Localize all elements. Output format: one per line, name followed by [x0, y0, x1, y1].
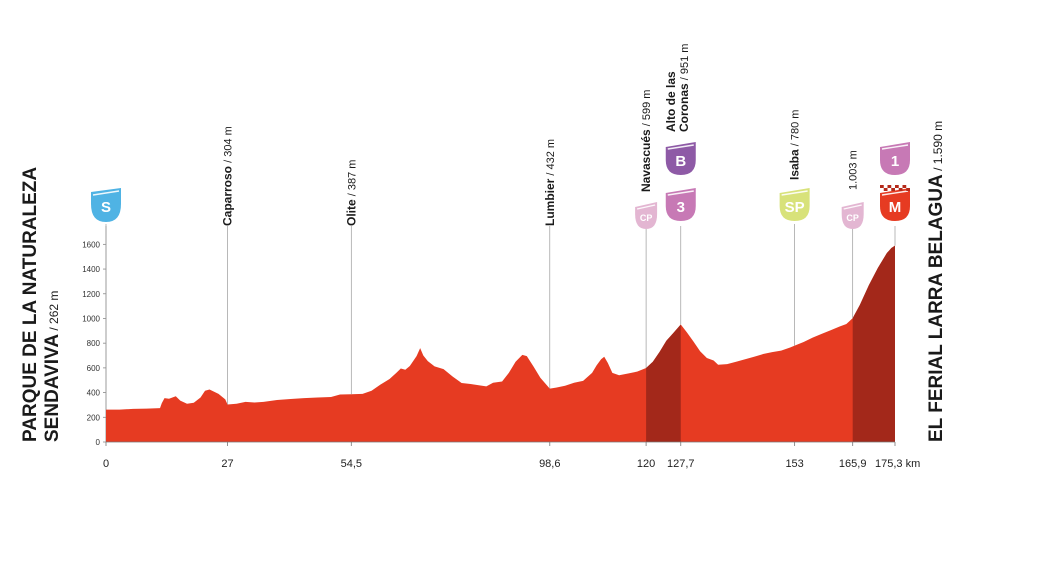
x-tick-label: 175,3 km — [875, 458, 920, 470]
sprint-badge: SP — [779, 188, 810, 221]
waypoint-name: Navascués — [639, 129, 653, 192]
profile-area — [106, 245, 895, 442]
badge-stripe — [881, 144, 909, 150]
badge-label: CP — [640, 213, 653, 223]
finish-check — [891, 188, 895, 191]
elevation-area — [106, 245, 895, 443]
badge-stripe — [843, 204, 862, 210]
badge-stripe — [667, 144, 694, 150]
waypoint-label: Alto de lasCoronas / 951 m — [664, 44, 691, 132]
badge-shape — [880, 142, 910, 175]
waypoint-guides — [105, 224, 896, 410]
badge-shape — [665, 142, 696, 175]
start-altitude: / 262 m — [47, 291, 61, 334]
y-tick-label: 400 — [87, 389, 101, 398]
badge-shape — [779, 188, 810, 221]
y-tick-label: 1400 — [82, 265, 100, 274]
waypoint-label: Caparroso / 304 m — [221, 126, 235, 226]
finish-check — [906, 188, 910, 191]
y-tick-label: 1200 — [82, 290, 100, 299]
y-axis: 0 200 400 600 800 1000 1200 1400 1600 — [82, 226, 107, 447]
finish-altitude: / 1.590 m — [931, 121, 945, 174]
x-tick-label: 127,7 — [667, 458, 695, 470]
y-tick-label: 1000 — [82, 314, 100, 323]
waypoint-name: Lumbier — [543, 178, 557, 226]
cp-badge: CP — [841, 202, 864, 229]
start-label: PARQUE DE LA NATURALEZASENDAVIVA / 262 m — [20, 167, 63, 442]
waypoint-name-line2: Coronas — [677, 83, 691, 132]
y-tick-label: 200 — [87, 413, 101, 422]
bonus-badge: B — [665, 142, 696, 175]
waypoint-badges: S CP 3 B SP CP M 1 — [91, 142, 910, 229]
badge-label: M — [889, 199, 902, 216]
badge-stripe — [781, 190, 808, 196]
waypoint-altitude: / 304 m — [223, 126, 235, 166]
badge-label: B — [675, 153, 686, 170]
waypoint-name: Isaba — [788, 149, 802, 180]
finish-name: EL FERIAL LARRA BELAGUA — [926, 174, 947, 442]
badge-label: SP — [785, 199, 805, 216]
badge-label: S — [101, 199, 111, 216]
start-badge: S — [91, 188, 121, 222]
x-tick-label: 27 — [221, 458, 233, 470]
badge-shape — [91, 188, 121, 222]
waypoint-altitude: / 951 m — [679, 44, 691, 84]
waypoint-name: Olite — [344, 199, 358, 226]
y-tick-label: 0 — [96, 438, 101, 447]
waypoint-label: 1.003 m — [848, 150, 860, 190]
badge-stripe — [667, 190, 694, 196]
climb-badge: 3 — [665, 188, 696, 221]
waypoint-altitude: / 599 m — [641, 90, 653, 130]
x-axis: 0 27 54,5 98,6 120 127,7 153 165,9 175,3 km — [103, 442, 920, 470]
badge-label: 3 — [677, 199, 685, 216]
badge-shape — [880, 188, 910, 221]
waypoint-label: Isaba / 780 m — [788, 110, 802, 180]
x-tick-label: 165,9 — [839, 458, 867, 470]
finish-badge: M — [880, 185, 910, 221]
badge-label: CP — [846, 213, 859, 223]
waypoint-label: Olite / 387 m — [344, 160, 358, 226]
badge-label: 1 — [891, 153, 899, 170]
finish-check — [883, 188, 888, 191]
waypoint-label: Lumbier / 432 m — [543, 139, 557, 226]
badge-stripe — [881, 190, 909, 196]
x-tick-label: 54,5 — [341, 458, 362, 470]
waypoint-name: Caparroso — [221, 166, 235, 226]
waypoint-altitude: 1.003 m — [848, 150, 860, 190]
waypoint-labels: Caparroso / 304 m Olite / 387 m Lumbier / … — [221, 44, 860, 226]
waypoint-name-line1: Alto de las — [664, 71, 678, 132]
finish-check — [902, 185, 907, 188]
finish-label: EL FERIAL LARRA BELAGUA / 1.590 m — [926, 121, 947, 442]
y-tick-label: 600 — [87, 364, 101, 373]
finish-check — [887, 185, 892, 188]
waypoint-altitude: / 387 m — [346, 160, 358, 200]
waypoint-altitude: / 432 m — [545, 139, 557, 179]
climb-badge: 1 — [880, 142, 910, 175]
start-finish-labels: PARQUE DE LA NATURALEZASENDAVIVA / 262 m… — [20, 121, 947, 442]
finish-check — [895, 185, 899, 188]
climb-segment — [646, 324, 681, 442]
x-tick-label: 98,6 — [539, 458, 560, 470]
badge-shape — [665, 188, 696, 221]
waypoint-label: Navascués / 599 m — [639, 90, 653, 192]
start-name-line1: PARQUE DE LA NATURALEZA — [20, 167, 41, 442]
badge-stripe — [92, 190, 120, 196]
x-tick-label: 120 — [637, 458, 655, 470]
x-tick-label: 0 — [103, 458, 109, 470]
x-tick-label: 153 — [785, 458, 803, 470]
waypoint-altitude: / 780 m — [790, 110, 802, 150]
badge-stripe — [636, 204, 656, 210]
start-name-line2: SENDAVIVA — [42, 334, 63, 442]
finish-check — [880, 185, 884, 188]
climb-segment — [852, 245, 895, 442]
finish-check — [898, 188, 903, 191]
y-tick-label: 1600 — [82, 240, 100, 249]
cp-badge: CP — [635, 202, 658, 229]
y-tick-label: 800 — [87, 339, 101, 348]
